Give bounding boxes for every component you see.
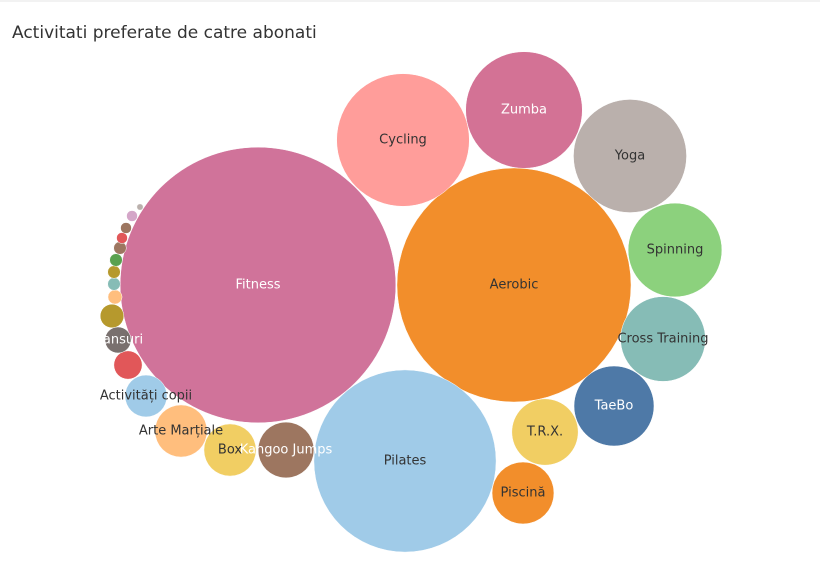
- bubble: [124, 374, 168, 418]
- bubble-label: Spinning: [647, 243, 704, 258]
- bubble-label: Aerobic: [490, 278, 539, 293]
- bubble-label: T.R.X.: [526, 425, 563, 440]
- bubble: [620, 296, 706, 382]
- bubble-label: Kangoo Jumps: [240, 443, 333, 458]
- bubble-label: Yoga: [614, 149, 645, 164]
- bubble-label: Arte Marțiale: [139, 424, 223, 439]
- bubble: [109, 253, 123, 267]
- bubble: [573, 99, 687, 213]
- bubble: [627, 202, 723, 298]
- bubble: [126, 210, 138, 222]
- bubble: [491, 461, 555, 525]
- bubble-label: Cycling: [379, 133, 427, 148]
- bubble-label: Box: [218, 443, 242, 458]
- bubble-label: Activități copii: [100, 389, 192, 404]
- bubble: [573, 365, 655, 447]
- bubble: [257, 421, 315, 479]
- bubble: [113, 241, 127, 255]
- bubble-label: Pilates: [384, 454, 427, 469]
- chart-title: Activitati preferate de catre abonati: [12, 23, 317, 43]
- bubble: [396, 167, 632, 403]
- bubble-label: Zumba: [501, 103, 547, 118]
- bubble: [154, 404, 208, 458]
- bubble-label: Cross Training: [617, 332, 708, 347]
- bubble: [511, 398, 579, 466]
- bubble: [120, 222, 132, 234]
- bubble-label: Piscină: [501, 486, 546, 501]
- bubble: [465, 51, 583, 169]
- bubble: [107, 265, 121, 279]
- bubble: [313, 369, 497, 553]
- bubble: [136, 203, 144, 211]
- bubble: [203, 423, 257, 477]
- bubble: [104, 326, 132, 354]
- bubble: [107, 277, 121, 291]
- bubble: [99, 303, 125, 329]
- bubble-label: Dansuri: [93, 333, 143, 348]
- bubble: [107, 289, 123, 305]
- bubble-label: TaeBo: [594, 399, 634, 414]
- bubble: [116, 232, 128, 244]
- bubble: [113, 350, 143, 380]
- bubble: [336, 73, 470, 207]
- bubble-label: Fitness: [235, 278, 280, 293]
